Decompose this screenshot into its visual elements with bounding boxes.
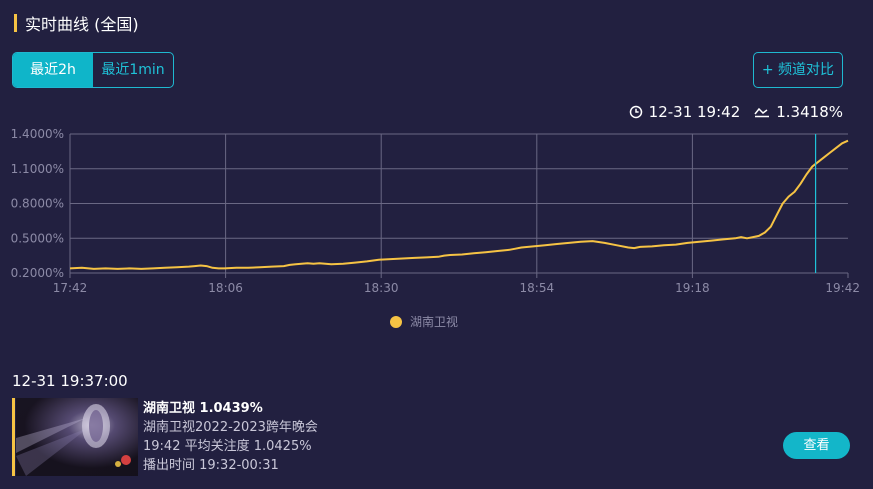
y-tick-label: 0.2000% bbox=[11, 266, 64, 280]
x-tick-label: 18:06 bbox=[208, 281, 243, 295]
header: 实时曲线 (全国) bbox=[14, 12, 139, 34]
average-attention: 19:42 平均关注度 1.0425% bbox=[143, 439, 312, 454]
legend-dot bbox=[390, 315, 402, 328]
x-tick-label: 19:18 bbox=[675, 281, 710, 295]
realtime-line-chart: 0.2000% 0.5000% 0.8000% 1.1000% 1.4000% 17:4… bbox=[11, 127, 860, 295]
channel-compare-button[interactable]: + 频道对比 bbox=[752, 52, 843, 88]
program-card: 湖南卫视 1.0439% 湖南卫视2022-2023跨年晚会 19:42 平均关… bbox=[12, 398, 873, 478]
series-line-hunan-tv bbox=[69, 139, 849, 270]
program-info: 湖南卫视 1.0439% 湖南卫视2022-2023跨年晚会 19:42 平均关… bbox=[143, 399, 318, 475]
range-tabs: 最近2h 最近1min bbox=[12, 52, 174, 88]
view-button[interactable]: 查看 bbox=[783, 432, 850, 459]
chart-grid bbox=[69, 133, 849, 278]
legend-label: 湖南卫视 bbox=[410, 315, 459, 329]
program-thumbnail[interactable] bbox=[16, 398, 138, 476]
program-title: 湖南卫视2022-2023跨年晚会 bbox=[143, 420, 318, 435]
chart-legend[interactable]: 湖南卫视 bbox=[390, 313, 458, 330]
channel-rating: 湖南卫视 1.0439% bbox=[143, 401, 263, 416]
title-accent-bar bbox=[14, 14, 17, 32]
x-axis-labels: 17:42 18:06 18:30 18:54 19:18 19:42 bbox=[53, 281, 860, 295]
chart-series bbox=[69, 139, 849, 270]
y-tick-label: 1.4000% bbox=[11, 127, 64, 141]
x-tick-label: 18:30 bbox=[364, 281, 399, 295]
x-tick-label: 17:42 bbox=[53, 281, 88, 295]
trend-icon bbox=[754, 107, 770, 118]
snapshot-time: 12-31 19:37:00 bbox=[12, 372, 128, 390]
clock-icon bbox=[629, 105, 642, 119]
air-time: 播出时间 19:32-00:31 bbox=[143, 458, 279, 473]
tab-last-2h[interactable]: 最近2h bbox=[13, 53, 93, 87]
tab-last-1min[interactable]: 最近1min bbox=[101, 62, 165, 78]
chart-readout: 12-31 19:42 1.3418% bbox=[629, 102, 843, 122]
page-title: 实时曲线 (全国) bbox=[25, 15, 139, 34]
program-thumbnail-image bbox=[16, 398, 138, 476]
y-tick-label: 1.1000% bbox=[11, 162, 64, 176]
y-tick-label: 0.5000% bbox=[11, 231, 64, 245]
x-tick-label: 18:54 bbox=[520, 281, 555, 295]
readout-value: 1.3418% bbox=[776, 103, 843, 121]
readout-time: 12-31 19:42 bbox=[648, 103, 741, 121]
x-tick-label: 19:42 bbox=[825, 281, 860, 295]
card-accent-bar bbox=[12, 398, 15, 476]
y-axis-labels: 0.2000% 0.5000% 0.8000% 1.1000% 1.4000% bbox=[11, 127, 64, 280]
y-tick-label: 0.8000% bbox=[11, 197, 64, 211]
